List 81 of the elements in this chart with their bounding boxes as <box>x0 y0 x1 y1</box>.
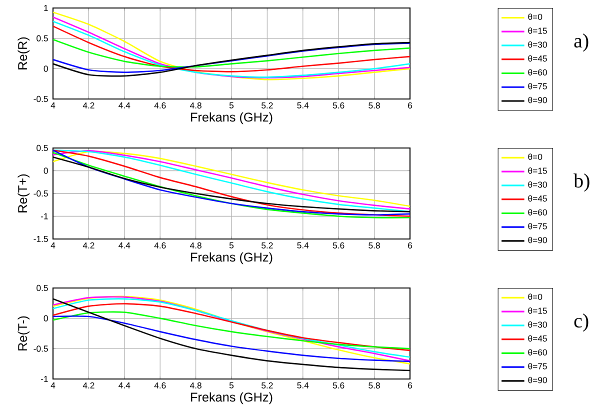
legend-label: θ=75 <box>528 222 547 230</box>
x-tick-label: 6 <box>408 382 412 388</box>
legend-label: θ=30 <box>528 181 547 188</box>
x-tick-label: 4.6 <box>154 242 166 249</box>
x-tick-label: 4.2 <box>82 382 94 388</box>
legend-label: θ=45 <box>528 195 547 202</box>
x-tick-label: 4.6 <box>154 382 166 388</box>
legend-label: θ=60 <box>528 349 547 356</box>
line-series <box>52 316 411 362</box>
legend-label: θ=0 <box>528 294 542 300</box>
x-axis-title: Frekans (GHz) <box>191 252 272 264</box>
legend-label: θ=0 <box>528 154 542 160</box>
y-tick-label: 0 <box>44 66 48 72</box>
x-tick-label: 5.2 <box>262 382 273 388</box>
y-tick-label: 0.5 <box>36 144 48 152</box>
x-tick-label: 5 <box>229 382 234 388</box>
x-tick-label: 5 <box>229 102 234 108</box>
y-tick-label: -1 <box>40 213 48 220</box>
legend-label: θ=90 <box>528 96 547 104</box>
x-tick-label: 5 <box>229 242 234 248</box>
line-series <box>52 26 411 72</box>
y-axis-title: Re(T-) <box>18 316 30 350</box>
line-series <box>52 303 411 352</box>
legend-label: θ=45 <box>528 335 547 342</box>
legend-label: θ=45 <box>528 55 547 62</box>
y-tick-label: 0 <box>44 315 48 322</box>
x-tick-label: 4 <box>50 102 56 108</box>
legend-label: θ=15 <box>528 27 547 34</box>
x-tick-label: 4.2 <box>82 242 94 248</box>
x-tick-label: 5.4 <box>297 382 309 388</box>
legend-label: θ=60 <box>528 209 547 216</box>
x-tick-label: 4.4 <box>118 102 130 108</box>
y-tick-label: -0.5 <box>34 346 48 352</box>
line-series <box>52 38 411 68</box>
legend-label: θ=90 <box>528 236 547 244</box>
x-tick-label: 5.6 <box>332 102 344 109</box>
x-tick-label: 5.8 <box>368 102 380 109</box>
legend-label: θ=15 <box>528 167 547 174</box>
y-tick-label: -0.5 <box>34 190 48 197</box>
x-tick-label: 5.4 <box>297 242 309 248</box>
y-tick-label: 0 <box>44 168 48 174</box>
y-tick-label: 0.5 <box>36 35 48 42</box>
y-tick-label: 0.5 <box>36 284 48 292</box>
x-tick-label: 4.4 <box>118 242 130 248</box>
legend-label: θ=60 <box>528 69 547 76</box>
y-axis-title: Re(R) <box>18 37 30 70</box>
line-series <box>52 311 411 350</box>
x-tick-label: 5.8 <box>368 382 380 388</box>
x-axis-title: Frekans (GHz) <box>191 112 272 124</box>
x-tick-label: 6 <box>408 242 412 249</box>
x-tick-label: 4 <box>50 382 56 388</box>
x-tick-label: 5.6 <box>332 382 344 388</box>
text: c) <box>574 314 588 332</box>
legend-label: θ=15 <box>528 307 547 314</box>
x-tick-label: 4.8 <box>190 242 202 249</box>
x-tick-label: 5.6 <box>332 242 344 249</box>
legend-label: θ=30 <box>528 321 547 328</box>
y-axis-title: Re(T+) <box>18 174 30 212</box>
x-axis-title: Frekans (GHz) <box>191 392 272 404</box>
legend-label: θ=30 <box>528 41 547 48</box>
x-tick-label: 4.4 <box>118 382 130 388</box>
x-tick-label: 4.2 <box>82 102 94 108</box>
x-tick-label: 6 <box>408 102 412 109</box>
y-tick-label: -1.5 <box>34 236 48 242</box>
y-tick-label: -1 <box>40 376 48 382</box>
x-tick-label: 5.8 <box>368 242 380 249</box>
legend-label: θ=75 <box>528 362 547 370</box>
legend-label: θ=0 <box>528 14 542 20</box>
legend-label: θ=75 <box>528 82 547 90</box>
x-tick-label: 4 <box>50 242 56 248</box>
x-tick-label: 4.8 <box>190 102 202 109</box>
text: b) <box>574 174 590 192</box>
x-tick-label: 4.8 <box>190 382 202 388</box>
y-tick-label: -0.5 <box>34 96 48 102</box>
x-tick-label: 4.6 <box>154 102 166 109</box>
x-tick-label: 5.4 <box>297 102 309 108</box>
text: a) <box>574 34 588 52</box>
legend-label: θ=90 <box>528 376 547 384</box>
x-tick-label: 5.2 <box>262 102 273 109</box>
x-tick-label: 5.2 <box>262 242 273 249</box>
y-tick-label: 1 <box>44 5 48 11</box>
